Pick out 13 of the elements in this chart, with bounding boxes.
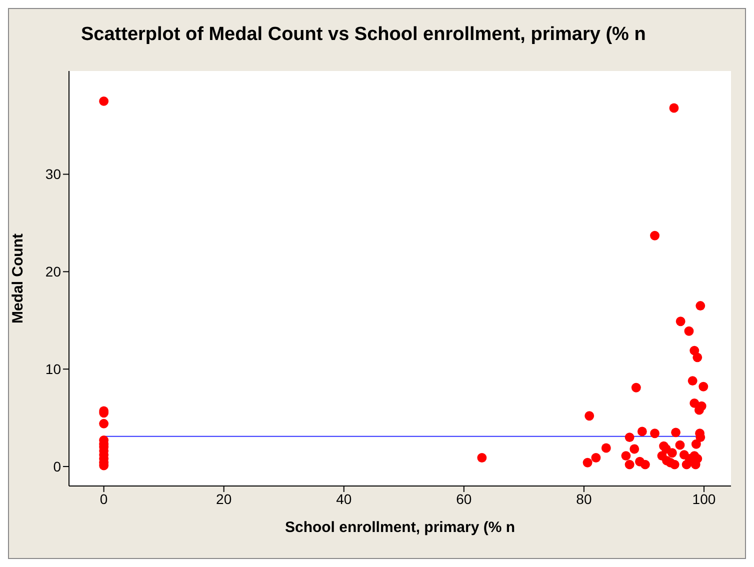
y-tick-label: 10 <box>45 361 62 378</box>
x-tick-label: 0 <box>100 490 108 507</box>
y-tick-label: 0 <box>53 458 62 474</box>
x-axis-title: School enrollment, primary (% n <box>284 519 516 536</box>
y-tick-label: 30 <box>45 166 62 182</box>
x-tick-label: 20 <box>216 490 232 507</box>
y-tick-label: 20 <box>45 264 62 280</box>
x-tick-label: 40 <box>336 490 352 507</box>
chart-title: Scatterplot of Medal Count vs School enrollment, primary (% n <box>81 23 647 47</box>
x-tick-label: 100 <box>692 490 716 507</box>
x-tick-label: 80 <box>576 490 592 507</box>
y-axis-title: Medal Count <box>9 234 26 324</box>
x-tick-label: 60 <box>456 490 472 507</box>
